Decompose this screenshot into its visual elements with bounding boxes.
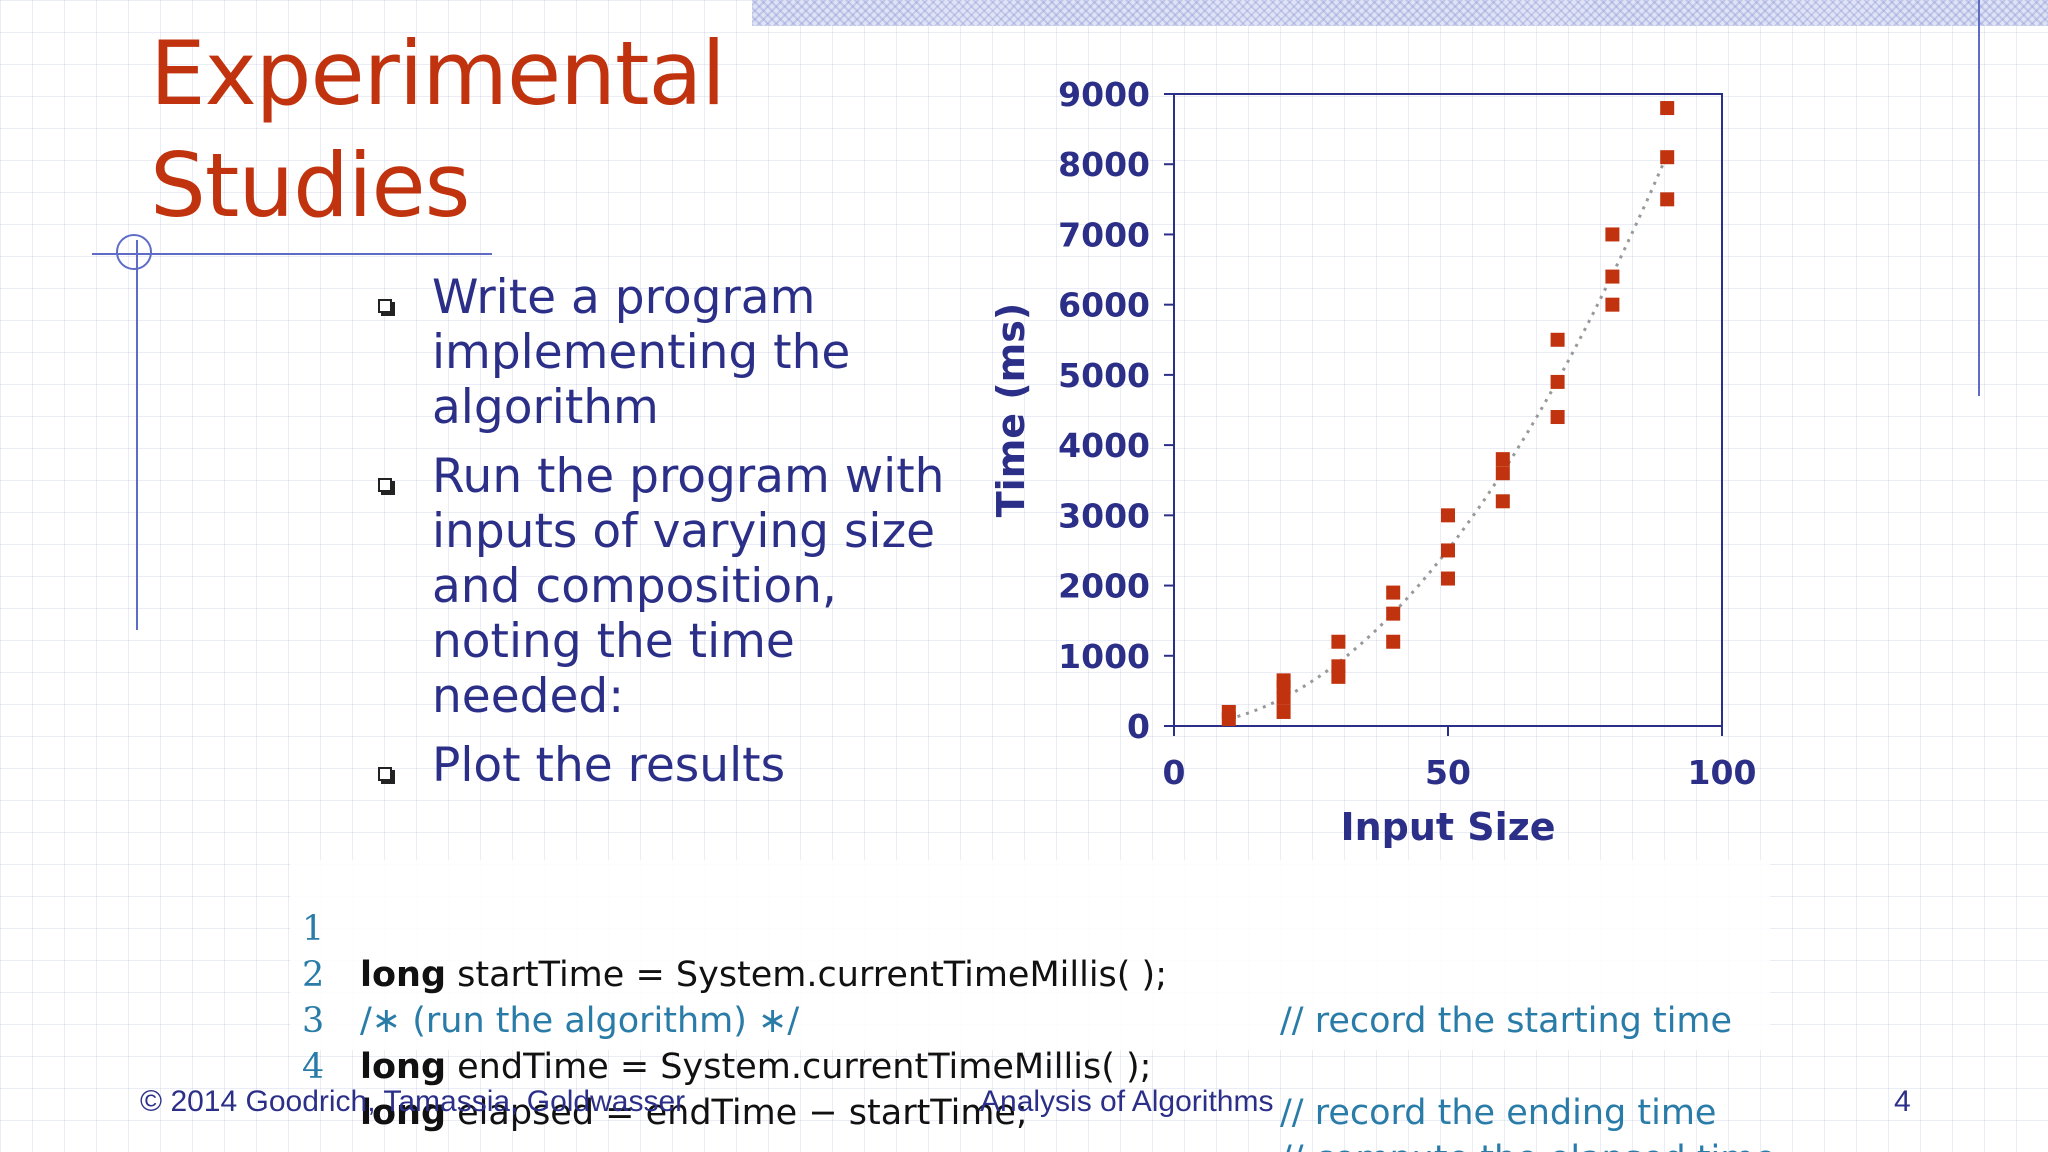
code-keyword: long — [360, 1047, 447, 1087]
slide-title: Experimental Studies — [150, 18, 726, 242]
scatter-chart: 0 1000 2000 3000 4000 5000 6000 7000 8000 9000 0 5… — [989, 60, 1790, 860]
data-point — [1331, 659, 1346, 674]
square-bullet-icon — [378, 299, 392, 313]
code-line: 2 /∗ (run the algorithm) ∗/ — [290, 906, 1770, 1041]
y-tick-label: 8000 — [1058, 145, 1150, 184]
footer-copyright: © 2014 Goodrich, Tamassia, Goldwasser — [140, 1085, 686, 1118]
data-point — [1386, 606, 1401, 621]
data-point — [1495, 466, 1510, 481]
y-tick-label: 9000 — [1058, 75, 1150, 114]
code-listing: 1 long startTime = System.currentTimeMil… — [290, 860, 1776, 1152]
data-point — [1550, 374, 1565, 389]
code-statement: startTime = System.currentTimeMillis( ); — [446, 955, 1168, 995]
code-comment: // record the starting time — [1280, 1001, 1733, 1041]
data-point — [1441, 571, 1455, 586]
x-axis-ticks: 0 50 100 — [1163, 726, 1757, 792]
y-tick-label: 0 — [1127, 707, 1150, 746]
line-number: 3 — [302, 1001, 325, 1041]
slide-title-line-2: Studies — [150, 134, 470, 237]
data-point — [1660, 101, 1675, 116]
y-axis-ticks: 0 1000 2000 3000 4000 5000 6000 7000 8000 9000 — [1058, 75, 1174, 746]
data-points — [1221, 101, 1675, 726]
bullet-text: Plot the results — [432, 738, 786, 793]
data-point — [1660, 192, 1675, 207]
bullet-item: Write a program implementing the algorit… — [372, 270, 972, 435]
data-point — [1605, 297, 1620, 312]
bullet-item: Run the program with inputs of varying s… — [372, 449, 972, 724]
footer-title: Analysis of Algorithms — [980, 1085, 1274, 1118]
data-point — [1221, 704, 1236, 719]
y-tick-label: 1000 — [1058, 637, 1150, 676]
code-statement: elapsed = endTime − startTime; — [446, 1093, 1028, 1133]
data-point — [1386, 585, 1401, 600]
y-tick-label: 7000 — [1058, 215, 1150, 254]
y-tick-label: 6000 — [1058, 286, 1150, 325]
data-point — [1660, 150, 1675, 165]
code-line: 4 long elapsed = endTime − startTime; //… — [290, 998, 1776, 1152]
code-text: long startTime = System.currentTimeMilli… — [360, 952, 1167, 998]
x-tick-label: 50 — [1425, 753, 1471, 792]
data-point — [1386, 634, 1401, 649]
bullet-text: Run the program with inputs of varying s… — [432, 449, 945, 724]
code-keyword: long — [360, 1093, 447, 1133]
code-text: long endTime = System.currentTimeMillis(… — [360, 1044, 1151, 1090]
x-tick-label: 100 — [1688, 753, 1757, 792]
data-point — [1331, 634, 1346, 649]
code-line: 3 long endTime = System.currentTimeMilli… — [290, 952, 1770, 1133]
code-statement: /∗ (run the algorithm) ∗/ — [360, 1001, 800, 1041]
data-point — [1495, 494, 1510, 509]
decorative-circle — [116, 234, 152, 270]
code-line: 1 long startTime = System.currentTimeMil… — [290, 860, 1770, 1041]
bullet-item: Plot the results — [372, 738, 972, 793]
data-point — [1605, 227, 1620, 242]
code-statement: endTime = System.currentTimeMillis( ); — [446, 1047, 1152, 1087]
data-point — [1331, 669, 1346, 684]
trend-line — [1228, 153, 1669, 721]
data-point — [1276, 704, 1291, 719]
decorative-vertical-line-left — [136, 240, 138, 630]
slide-title-line-1: Experimental — [150, 22, 726, 125]
data-point — [1495, 452, 1510, 467]
top-pattern-band — [752, 0, 2048, 26]
chart-svg: 0 1000 2000 3000 4000 5000 6000 7000 8000 9000 0 5… — [989, 75, 1757, 849]
x-axis-label: Input Size — [1340, 805, 1555, 849]
bullet-list: Write a program implementing the algorit… — [372, 270, 972, 807]
data-point — [1605, 269, 1620, 284]
data-point — [1276, 690, 1291, 705]
data-point — [1441, 543, 1455, 558]
y-axis-label: Time (ms) — [989, 303, 1033, 518]
decorative-horizontal-line — [92, 253, 492, 255]
data-point — [1550, 332, 1565, 347]
y-tick-label: 5000 — [1058, 356, 1150, 395]
data-point — [1441, 508, 1455, 523]
code-comment: // record the ending time — [1280, 1093, 1717, 1133]
x-tick-label: 0 — [1163, 753, 1186, 792]
bullet-text: Write a program implementing the algorit… — [432, 270, 851, 435]
decorative-vertical-line-right — [1978, 0, 1980, 396]
y-tick-label: 3000 — [1058, 496, 1150, 535]
y-tick-label: 2000 — [1058, 567, 1150, 606]
y-tick-label: 4000 — [1058, 426, 1150, 465]
code-text: /∗ (run the algorithm) ∗/ — [360, 998, 799, 1044]
data-point — [1550, 410, 1565, 425]
code-text: long elapsed = endTime − startTime; — [360, 1090, 1028, 1136]
line-number: 2 — [302, 955, 325, 995]
square-bullet-icon — [378, 478, 392, 492]
code-keyword: long — [360, 955, 447, 995]
line-number: 1 — [302, 909, 325, 949]
square-bullet-icon — [378, 767, 392, 781]
data-point — [1276, 673, 1291, 688]
code-comment: // compute the elapsed time — [1280, 1136, 1776, 1152]
slide-number: 4 — [1894, 1085, 1911, 1118]
plot-area-frame — [1173, 93, 1723, 727]
line-number: 4 — [302, 1047, 325, 1087]
